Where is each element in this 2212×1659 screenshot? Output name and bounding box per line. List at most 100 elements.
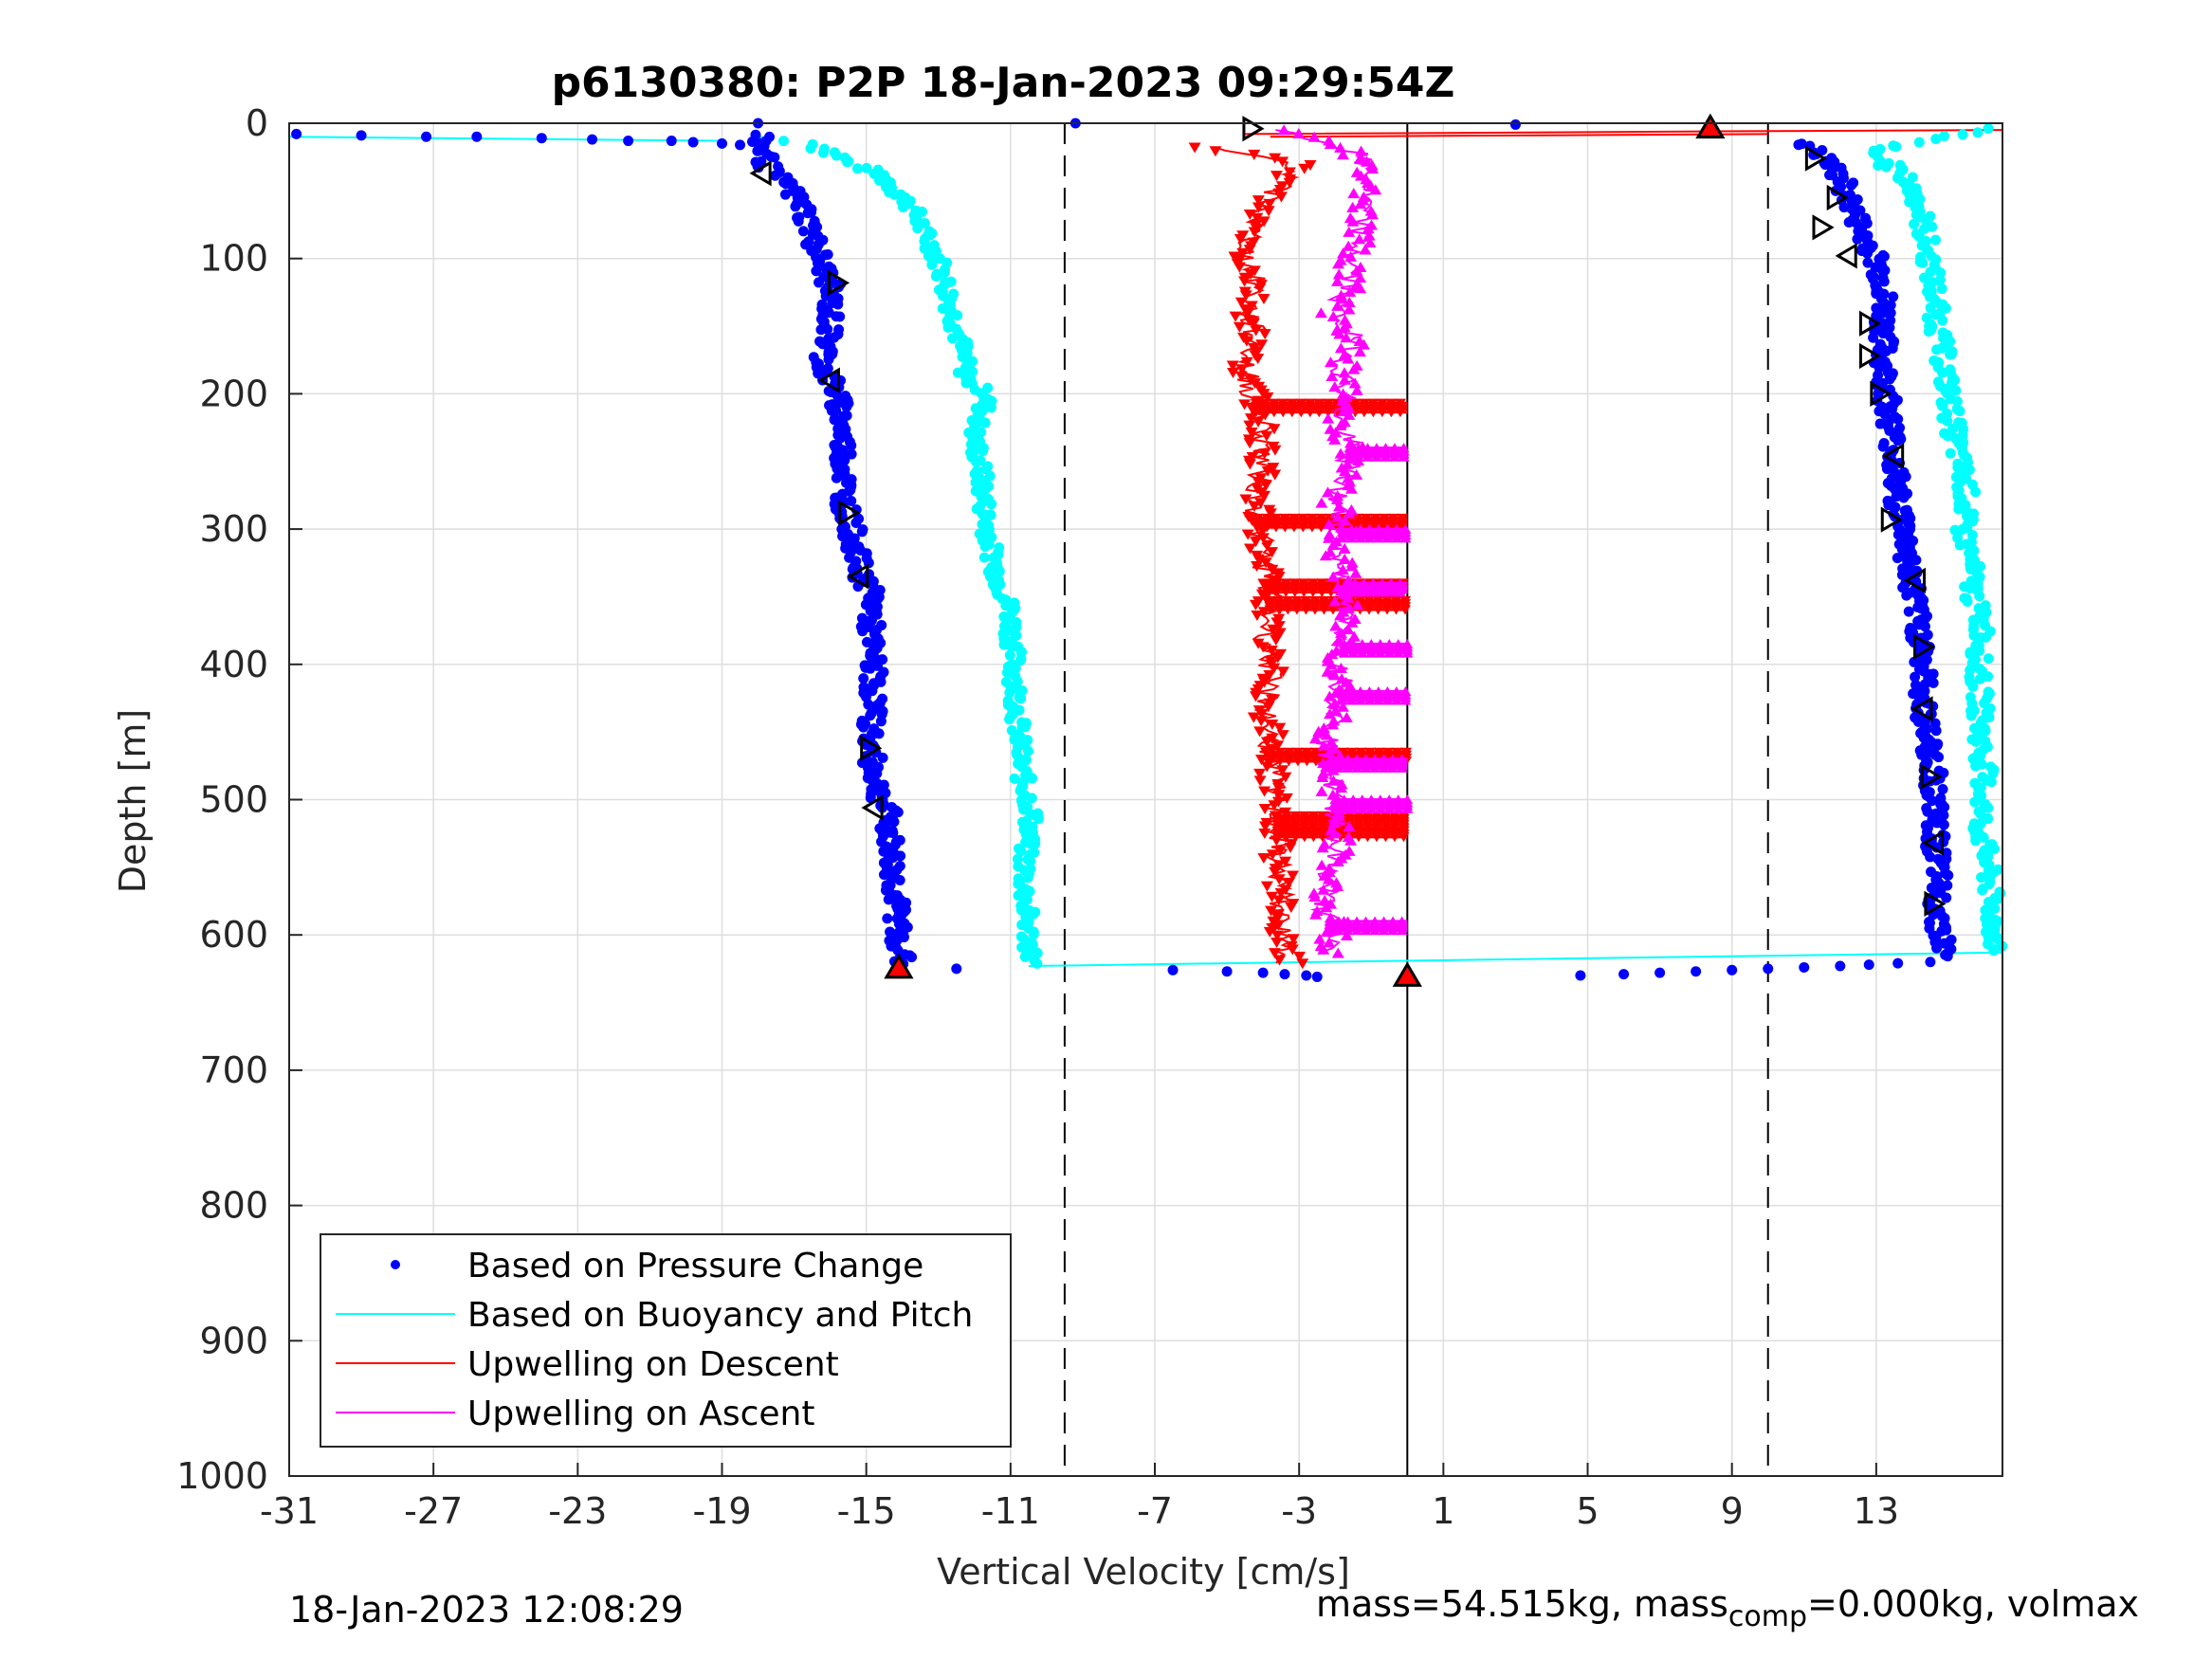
ascent-upwelling-point <box>1340 929 1353 940</box>
ascent-upwelling-point <box>1340 711 1353 722</box>
pressure-point <box>832 299 844 310</box>
markers <box>749 113 1947 987</box>
descent-upwelling-point <box>1288 522 1300 533</box>
buoyancy-point <box>1970 760 1982 772</box>
legend: Based on Pressure Change Based on Buoyanc… <box>320 1233 1012 1448</box>
open-triangle-marker <box>1921 830 1945 856</box>
descent-upwelling-point <box>1243 245 1256 256</box>
descent-upwelling-point <box>1268 408 1280 418</box>
descent-upwelling-point <box>1267 916 1280 927</box>
descent-upwelling-point <box>1273 846 1287 857</box>
buoyancy-point <box>1873 160 1884 172</box>
descent-upwelling-point <box>1265 905 1278 917</box>
ascent-upwelling-point <box>1331 856 1344 867</box>
descent-upwelling-point <box>1270 634 1283 646</box>
ascent-upwelling-point <box>1329 704 1343 716</box>
descent-upwelling-point <box>1262 587 1274 597</box>
x-tick-label: -23 <box>548 1490 607 1532</box>
ascent-upwelling-point <box>1376 587 1388 597</box>
descent-upwelling-point <box>1259 557 1272 569</box>
ascent-upwelling-point <box>1328 669 1342 681</box>
descent-upwelling-point <box>1315 522 1327 533</box>
ascent-upwelling-point <box>1315 785 1328 796</box>
descent-upwelling-point <box>1233 321 1246 333</box>
descent-upwelling-point <box>1245 428 1258 439</box>
ascent-upwelling-point <box>1380 451 1392 462</box>
ascent-upwelling-point <box>1357 338 1370 350</box>
descent-upwelling-point <box>1289 832 1302 843</box>
buoyancy-point <box>971 456 982 467</box>
descent-upwelling-point <box>1293 951 1307 962</box>
ascent-upwelling-point <box>1344 437 1357 448</box>
ascent-upwelling-point <box>1354 272 1367 283</box>
buoyancy-point <box>979 417 991 428</box>
pressure-point <box>421 131 432 142</box>
descent-upwelling-point <box>1256 642 1270 653</box>
ascent-upwelling-point <box>1330 493 1344 504</box>
ascent-upwelling-point <box>1332 634 1345 646</box>
pressure-point <box>1852 233 1863 245</box>
ascent-upwelling-point <box>1315 497 1328 508</box>
buoyancy-point <box>861 162 872 173</box>
ascent-upwelling-point <box>1331 880 1344 892</box>
buoyancy-point <box>994 566 1005 577</box>
pressure-point <box>1862 257 1874 268</box>
buoyancy-point <box>937 302 948 314</box>
ascent-upwelling-point <box>1383 803 1396 813</box>
descent-upwelling-point <box>1244 269 1257 281</box>
ascent-upwelling-point <box>1370 451 1382 462</box>
pressure-point <box>850 518 862 529</box>
descent-upwelling-point <box>1239 290 1252 301</box>
descent-upwelling-point <box>1266 719 1279 731</box>
pressure-point <box>790 201 801 212</box>
ascent-upwelling-point <box>1340 332 1353 343</box>
descent-upwelling-point <box>1229 311 1242 322</box>
descent-upwelling-point <box>1266 849 1279 861</box>
ascent-upwelling-point <box>1341 458 1354 469</box>
descent-upwelling-point <box>1272 621 1286 632</box>
descent-upwelling-point <box>1261 522 1273 533</box>
buoyancy-point <box>1929 234 1941 246</box>
plot-area <box>288 118 2008 982</box>
descent-upwelling-point <box>1274 191 1288 203</box>
pressure-point <box>863 699 874 710</box>
descent-upwelling-point <box>1235 364 1249 375</box>
pressure-point <box>1654 967 1666 978</box>
descent-upwelling-point <box>1270 171 1283 182</box>
buoyancy-point <box>1972 127 1983 138</box>
descent-upwelling-point <box>1240 356 1253 368</box>
descent-upwelling-point <box>1226 360 1239 372</box>
descent-upwelling-point <box>1260 881 1273 892</box>
descent-upwelling-point <box>1394 408 1406 418</box>
x-tick-label: -7 <box>1137 1490 1173 1532</box>
open-triangle-marker <box>749 160 772 187</box>
descent-upwelling-point <box>1398 832 1410 843</box>
pressure-point <box>1901 590 1912 601</box>
descent-upwelling-point <box>1286 408 1298 418</box>
ascent-upwelling-point <box>1347 803 1360 813</box>
ascent-upwelling-point <box>1324 762 1336 773</box>
ascent-upwelling-point <box>1396 762 1408 773</box>
buoyancy-point <box>1954 539 1965 551</box>
descent-upwelling-point <box>1273 757 1286 767</box>
buoyancy-point <box>1015 654 1026 665</box>
descent-upwelling-point <box>1260 430 1273 442</box>
ascent-upwelling-point <box>1381 695 1394 705</box>
open-triangle-marker <box>817 367 840 393</box>
pressure-point <box>666 136 677 147</box>
descent-upwelling-point <box>1269 445 1282 456</box>
ascent-upwelling-point <box>1343 820 1356 831</box>
legend-box <box>320 1233 1012 1448</box>
ascent-upwelling-point <box>1324 138 1337 150</box>
descent-upwelling-point <box>1250 408 1262 418</box>
y-tick-label: 600 <box>199 914 268 956</box>
descent-upwelling-point <box>1243 420 1256 431</box>
descent-upwelling-point <box>1362 605 1375 615</box>
descent-upwelling-point <box>1253 283 1267 294</box>
buoyancy-point <box>1917 257 1929 268</box>
open-triangle-marker <box>1913 633 1936 660</box>
buoyancy-point <box>1988 945 2000 957</box>
descent-upwelling-point <box>1279 522 1291 533</box>
pressure-point <box>1892 553 1903 564</box>
pressure-point <box>880 884 891 896</box>
